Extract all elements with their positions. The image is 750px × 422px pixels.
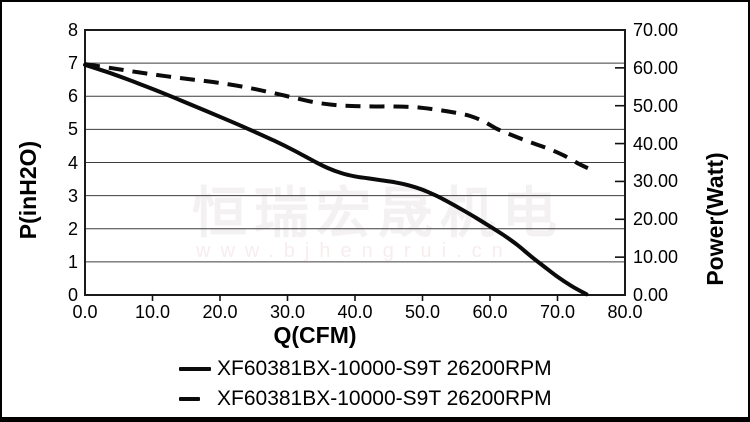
x-axis-tick-label: 0.0 — [72, 302, 98, 322]
right-axis-tick-label: 60.00 — [633, 57, 679, 78]
left-axis-tick-label: 4 — [67, 152, 78, 173]
left-axis-tick-label: 5 — [67, 119, 78, 140]
x-axis-title: Q(CFM) — [273, 322, 357, 348]
right-axis-tick-label: 10.00 — [633, 247, 679, 268]
legend: XF60381BX-10000-S9T 26200RPM XF60381BX-1… — [179, 354, 552, 414]
x-axis-tick-label: 40.0 — [337, 302, 373, 322]
x-axis-tick-label: 50.0 — [404, 302, 441, 322]
legend-item-pressure-curve: XF60381BX-10000-S9T 26200RPM — [179, 354, 552, 384]
legend-item-power-curve: XF60381BX-10000-S9T 26200RPM — [179, 384, 552, 414]
right-axis-tick-label: 50.00 — [633, 95, 679, 116]
watermark-url-text: www.bjhengrui.cn — [196, 240, 513, 262]
legend-label-pressure: XF60381BX-10000-S9T 26200RPM — [217, 357, 552, 380]
dashed-line-icon — [179, 397, 200, 401]
right-axis-title: Power(Watt) — [702, 152, 728, 286]
right-axis-tick-label: 30.00 — [633, 171, 679, 192]
left-axis-tick-label: 8 — [67, 20, 78, 40]
legend-label-power: XF60381BX-10000-S9T 26200RPM — [217, 387, 552, 410]
right-axis-tick-label: 20.00 — [633, 209, 679, 230]
x-axis-tick-label: 60.0 — [472, 302, 508, 322]
watermark-chinese-text: 恒瑞宏晟机电 — [192, 182, 565, 244]
x-axis-tick-label: 70.0 — [539, 302, 576, 322]
left-axis-tick-label: 6 — [67, 86, 78, 107]
right-axis-tick-label: 70.00 — [633, 20, 679, 40]
left-axis-tick-label: 0 — [67, 285, 78, 305]
left-axis-title: P(inH2O) — [15, 140, 41, 240]
left-axis-tick-label: 7 — [67, 53, 78, 74]
x-axis-tick-label: 30.0 — [269, 302, 306, 322]
x-axis-tick-label: 10.0 — [134, 302, 171, 322]
left-axis-tick-label: 3 — [67, 185, 78, 206]
right-axis-tick-label: 0.00 — [633, 285, 669, 305]
pressure-curve — [83, 62, 589, 297]
left-axis-tick-label: 1 — [67, 251, 78, 272]
x-axis-tick-label: 20.0 — [202, 302, 238, 322]
solid-line-icon — [179, 367, 211, 371]
left-axis-tick-label: 2 — [67, 218, 78, 239]
power-curve — [84, 62, 589, 171]
legend-sample-box — [179, 397, 217, 401]
x-axis-tick-label: 80.0 — [607, 302, 643, 322]
right-axis-tick-label: 40.00 — [633, 133, 679, 154]
legend-sample-box — [179, 367, 217, 371]
